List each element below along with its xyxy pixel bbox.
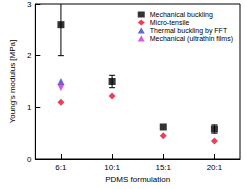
svg-text:Young's modulus [MPa]: Young's modulus [MPa] [8, 40, 17, 124]
svg-text:1: 1 [27, 103, 32, 112]
svg-text:6:1: 6:1 [55, 163, 67, 172]
svg-text:3: 3 [27, 0, 32, 9]
svg-text:15:1: 15:1 [155, 163, 171, 172]
svg-text:Micro-tensile: Micro-tensile [150, 19, 190, 26]
svg-text:2: 2 [27, 51, 32, 60]
svg-text:Mechanical (ultrathin films): Mechanical (ultrathin films) [150, 35, 233, 43]
svg-text:10:1: 10:1 [104, 163, 120, 172]
svg-text:PDMS formulation: PDMS formulation [105, 175, 170, 184]
svg-text:20:1: 20:1 [207, 163, 223, 172]
svg-text:0: 0 [27, 155, 32, 164]
svg-text:Mechanical buckling: Mechanical buckling [150, 11, 213, 19]
svg-text:Thermal buckling by FFT: Thermal buckling by FFT [150, 27, 228, 35]
